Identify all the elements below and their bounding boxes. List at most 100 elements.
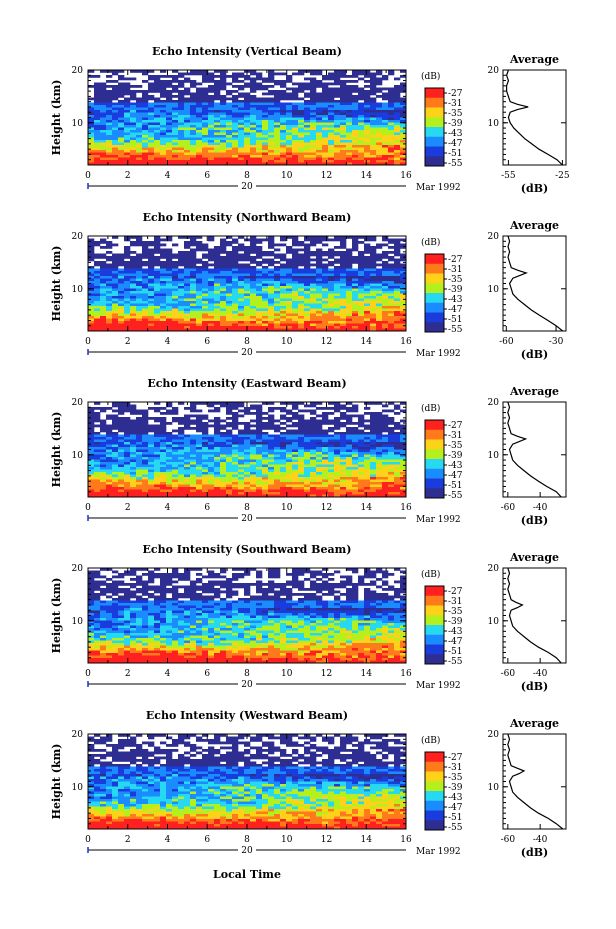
colorbar-tick-label: -31	[448, 99, 463, 109]
colorbar-tick-label: -43	[448, 295, 463, 305]
average-x-tick-label: -30	[549, 337, 564, 347]
heatmap-field	[88, 734, 406, 829]
colorbar-swatch	[425, 771, 444, 782]
y-tick-label: 10	[72, 451, 84, 461]
colorbar-frame	[424, 253, 445, 333]
date-label: Mar 1992	[416, 515, 461, 525]
colorbar-tick-label: -35	[448, 109, 463, 119]
panel-title: Echo Intensity (Westward Beam)	[146, 709, 348, 722]
y-tick-label: 10	[72, 119, 84, 129]
colorbar-tick-label: -51	[448, 481, 463, 491]
x-tick-label: 10	[281, 171, 293, 181]
colorbar-swatch	[425, 478, 444, 489]
average-y-tick-label: 20	[488, 398, 500, 408]
y-axis-label: Height (km)	[50, 80, 63, 156]
colorbar-tick-label: -31	[448, 763, 463, 773]
y-axis-label: Height (km)	[50, 578, 63, 654]
x-tick-label: 2	[125, 835, 131, 845]
colorbar-frame	[424, 585, 445, 665]
colorbar-tick-label: -27	[448, 255, 463, 265]
colorbar-frame	[424, 419, 445, 499]
average-y-tick-label: 10	[488, 451, 500, 461]
panel-title: Echo Intensity (Eastward Beam)	[147, 377, 346, 390]
colorbar-label: (dB)	[421, 71, 440, 82]
colorbar-tick-label: -51	[448, 813, 463, 823]
y-tick-label: 10	[72, 617, 84, 627]
colorbar-swatch	[425, 136, 444, 147]
colorbar-swatch	[425, 634, 444, 645]
x-tick-label: 14	[361, 337, 373, 347]
average-y-tick-label: 10	[488, 617, 500, 627]
x-tick-label: 16	[400, 835, 412, 845]
average-profile-line	[505, 69, 563, 166]
colorbar-tick-label: -39	[448, 617, 463, 627]
average-x-label: (dB)	[521, 846, 548, 859]
colorbar-tick-label: -27	[448, 421, 463, 431]
x-tick-label: 2	[125, 337, 131, 347]
x-tick-label: 6	[204, 503, 210, 513]
colorbar-tick-label: -31	[448, 265, 463, 275]
colorbar-swatch	[425, 625, 444, 636]
date-tick-label: 20	[241, 182, 253, 192]
colorbar-swatch	[425, 791, 444, 802]
average-profile-line	[507, 235, 564, 332]
colorbar-swatch	[425, 420, 444, 431]
average-x-tick-label: -60	[501, 835, 516, 845]
y-tick-label: 20	[72, 564, 84, 574]
x-tick-label: 12	[321, 337, 332, 347]
average-x-label: (dB)	[521, 680, 548, 693]
x-tick-label: 14	[361, 835, 373, 845]
x-tick-label: 6	[204, 669, 210, 679]
average-x-tick-label: -40	[533, 669, 548, 679]
average-frame	[502, 235, 567, 332]
colorbar-swatch	[425, 263, 444, 274]
average-frame	[502, 733, 567, 830]
colorbar-swatch	[425, 488, 444, 499]
date-label: Mar 1992	[416, 349, 461, 359]
x-tick-label: 16	[400, 669, 412, 679]
colorbar-swatch	[425, 800, 444, 811]
date-label: Mar 1992	[416, 681, 461, 691]
colorbar-frame	[424, 751, 445, 831]
x-tick-label: 12	[321, 503, 332, 513]
average-title: Average	[509, 53, 559, 66]
colorbar-label: (dB)	[421, 237, 440, 248]
x-tick-label: 10	[281, 835, 293, 845]
y-axis-label: Height (km)	[50, 246, 63, 322]
x-tick-label: 2	[125, 503, 131, 513]
colorbar-tick-label: -55	[448, 657, 463, 667]
colorbar-tick-label: -43	[448, 461, 463, 471]
colorbar-label: (dB)	[421, 569, 440, 580]
colorbar-swatch	[425, 254, 444, 265]
x-tick-label: 16	[400, 503, 412, 513]
date-tick-label: 20	[241, 846, 253, 856]
x-tick-label: 8	[244, 171, 250, 181]
beam-panel: Echo Intensity (Westward Beam) 0 2 4 6 8 10 12 1…	[50, 709, 567, 859]
y-tick-label: 20	[72, 730, 84, 740]
colorbar-tick-label: -51	[448, 149, 463, 159]
heatmap-field	[88, 236, 406, 331]
colorbar-label: (dB)	[421, 735, 440, 746]
x-tick-label: 4	[165, 503, 171, 513]
colorbar-tick-label: -51	[448, 315, 463, 325]
colorbar-swatch	[425, 88, 444, 99]
average-y-tick-label: 10	[488, 783, 500, 793]
colorbar-tick-label: -43	[448, 627, 463, 637]
colorbar-swatch	[425, 654, 444, 665]
colorbar-tick-label: -27	[448, 587, 463, 597]
panel-title: Echo Intensity (Northward Beam)	[143, 211, 352, 224]
colorbar-tick-label: -47	[448, 139, 463, 149]
average-y-tick-label: 20	[488, 232, 500, 242]
y-axis-label: Height (km)	[50, 412, 63, 488]
colorbar-tick-label: -31	[448, 431, 463, 441]
x-tick-label: 16	[400, 337, 412, 347]
colorbar-swatch	[425, 468, 444, 479]
x-tick-label: 10	[281, 503, 293, 513]
x-tick-label: 0	[85, 835, 91, 845]
average-x-tick-label: -60	[501, 669, 516, 679]
colorbar-swatch	[425, 752, 444, 763]
x-tick-label: 8	[244, 337, 250, 347]
x-tick-label: 0	[85, 669, 91, 679]
colorbar-swatch	[425, 302, 444, 313]
